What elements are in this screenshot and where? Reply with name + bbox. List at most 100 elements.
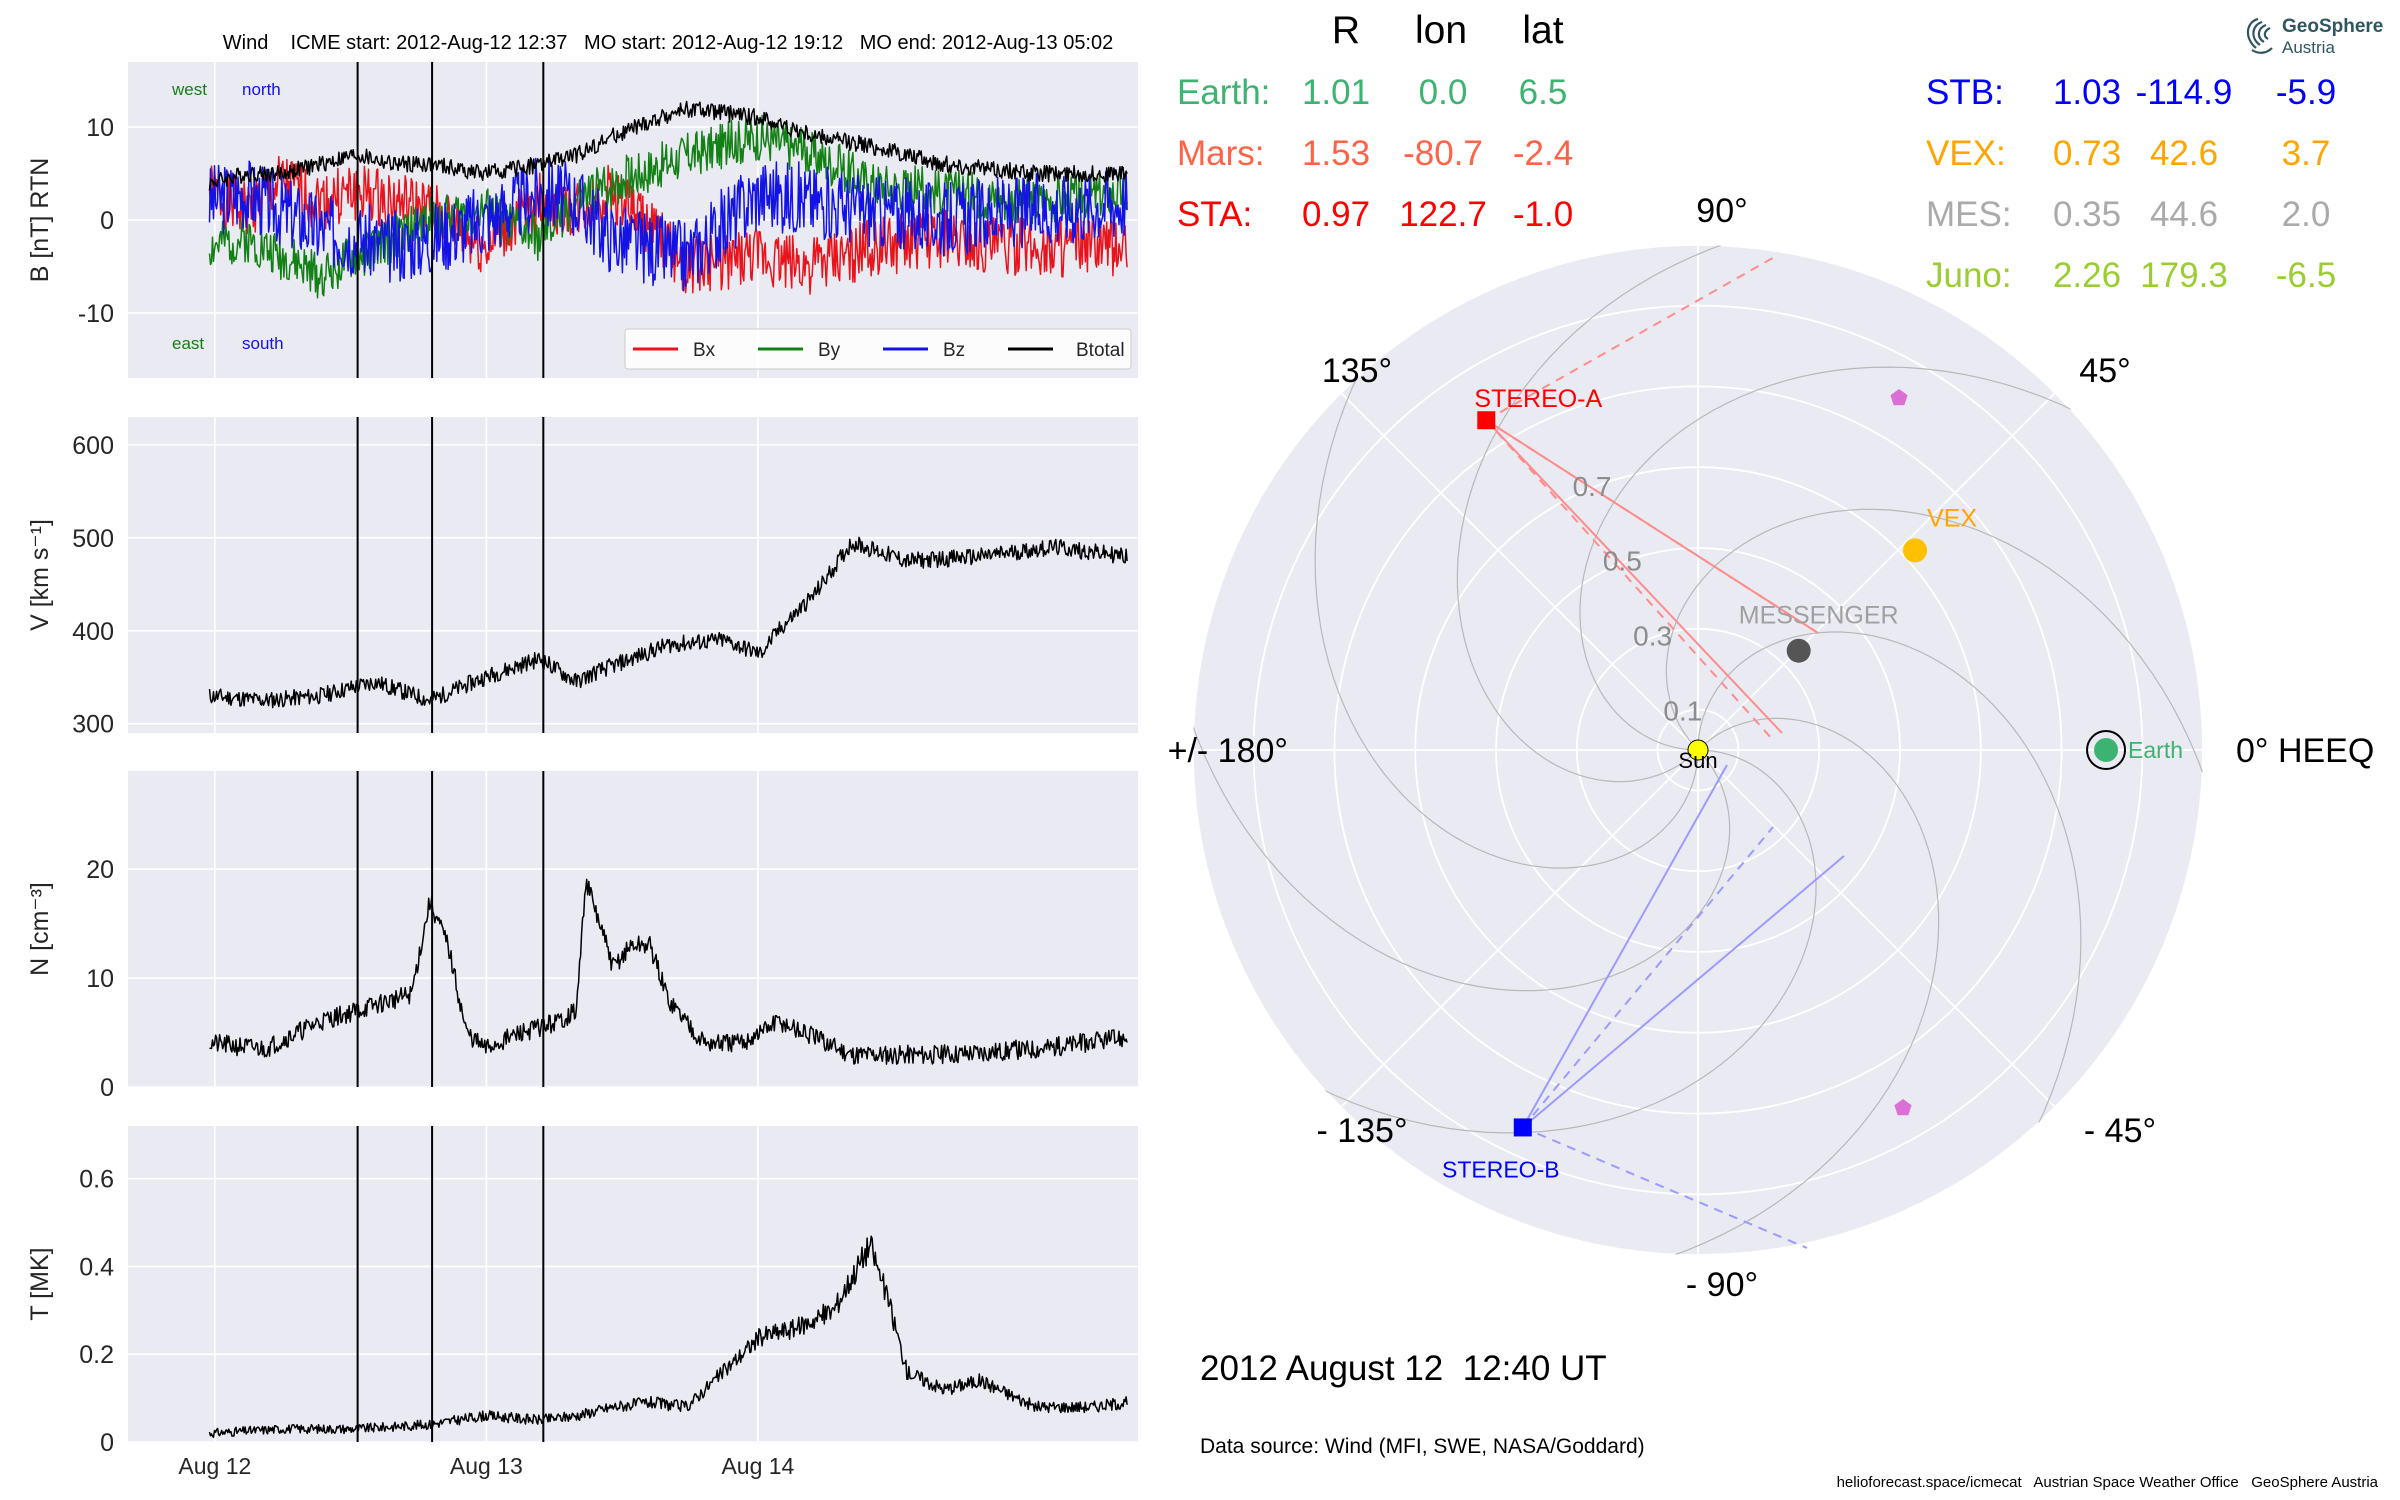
object-marker-sun	[1687, 739, 1709, 761]
table-cell-lon: -114.9	[2136, 73, 2233, 112]
footer-credits: helioforecast.space/icmecat Austrian Spa…	[1837, 1474, 2379, 1491]
timeseries-panels: 10 0 -10 B [nT] RTN west north east south Bx By Bz…	[26, 62, 1138, 1479]
table-cell-lat: 2.0	[2282, 195, 2331, 234]
table-cell-R: 2.26	[2053, 256, 2121, 295]
series-line-temperature	[208, 1235, 1128, 1438]
table-row-name: Juno:	[1926, 256, 2012, 295]
object-label-stereo-b: STEREO-B	[1442, 1156, 1560, 1182]
table-cell-lat: 3.7	[2282, 134, 2331, 173]
parker-spiral-line	[1314, 349, 1699, 869]
radial-tick-label: 0.5	[1603, 546, 1642, 577]
table-row-name: MES:	[1926, 195, 2012, 234]
y-tick-label: 400	[72, 618, 114, 646]
panel-background	[128, 1126, 1138, 1442]
object-label-messenger: MESSENGER	[1739, 602, 1899, 630]
stereo-b-fov-line	[1522, 855, 1845, 1129]
angular-tick-label: 90°	[1696, 192, 1747, 230]
angular-gridline	[1340, 749, 1699, 1108]
angular-tick-label: - 135°	[1316, 1112, 1407, 1150]
stereo-b-fov-line	[1521, 764, 1728, 1128]
series-line-speed	[208, 536, 1128, 709]
y-axis-label: T [MK]	[26, 1247, 54, 1320]
table-row-name: STA:	[1177, 195, 1252, 234]
y-tick-label: 10	[86, 965, 114, 993]
parker-spiral-line	[1579, 366, 2099, 751]
table-header: lat	[1522, 9, 1563, 52]
polar-plot: 0.1 0.3 0.5 0.7 90° 45° 0° HEEQ - 45° - 90° - 135…	[1168, 192, 2375, 1304]
table-cell-lon: 42.6	[2150, 134, 2218, 173]
y-axis-label: V [km s⁻¹]	[26, 519, 54, 631]
table-cell-lat: -6.5	[2276, 256, 2336, 295]
table-cell-R: 1.53	[1302, 134, 1370, 173]
angular-tick-label: - 90°	[1686, 1266, 1758, 1304]
x-tick-label: Aug 13	[450, 1453, 523, 1479]
table-row-name: VEX:	[1926, 134, 2006, 173]
angular-tick-label: 45°	[2079, 352, 2130, 390]
y-tick-label: 10	[86, 114, 114, 142]
logo-name: GeoSphere	[2282, 16, 2384, 37]
table-row-name: Mars:	[1177, 134, 1265, 173]
table-row-name: STB:	[1926, 73, 2004, 112]
geosphere-logo-icon	[2246, 17, 2273, 54]
table-cell-lon: 179.3	[2140, 256, 2228, 295]
y-tick-label: -10	[78, 300, 114, 328]
earth-ring	[2086, 730, 2127, 770]
stereo-a-fov-line	[1485, 419, 1774, 741]
stereo-a-fov-line	[1485, 254, 1779, 422]
y-tick-label: 20	[86, 856, 114, 884]
angular-tick-label: 0° HEEQ	[2236, 732, 2374, 770]
table-cell-R: 1.03	[2053, 73, 2121, 112]
object-marker-stereo-b	[1513, 1118, 1532, 1137]
object-marker-earth	[2094, 738, 2119, 762]
series-line-bz	[208, 157, 1128, 292]
legend-label-btotal: Btotal	[1076, 340, 1125, 361]
panel-magnetic-field: 10 0 -10 B [nT] RTN west north east south Bx By Bz…	[26, 62, 1138, 378]
x-tick-label: Aug 14	[721, 1453, 794, 1479]
table-cell-lat: -5.9	[2276, 73, 2336, 112]
table-cell-lon: -80.7	[1403, 134, 1483, 173]
panel-density: 20 10 0 N [cm⁻³]	[26, 771, 1138, 1102]
planet-marker	[1890, 389, 1908, 406]
table-row-name: Earth:	[1177, 73, 1270, 112]
object-marker-vex	[1903, 538, 1928, 563]
radial-tick-label: 0.1	[1663, 696, 1702, 727]
logo-subtitle: Austria	[2282, 38, 2335, 57]
geosphere-logo: GeoSphere Austria	[2238, 14, 2388, 64]
panel-background	[128, 417, 1138, 733]
panel-background	[128, 771, 1138, 1087]
object-label-sun: Sun	[1678, 748, 1717, 773]
stereo-a-fov-line	[1485, 419, 1783, 734]
parker-spiral-line	[1645, 717, 1940, 1255]
table-cell-lon: 0.0	[1419, 73, 1468, 112]
legend: Bx By Bz Btotal	[624, 328, 1132, 370]
table-header: R	[1332, 9, 1360, 52]
parker-spiral-line	[1665, 508, 2203, 803]
parker-spiral-line	[1456, 245, 1751, 783]
table-cell-lat: 6.5	[1519, 73, 1568, 112]
data-source: Data source: Wind (MFI, SWE, NASA/Goddar…	[1200, 1435, 1645, 1458]
table-cell-R: 0.73	[2053, 134, 2121, 173]
panel-temperature: 0.6 0.4 0.2 0 T [MK] Aug 12 Aug 13 Aug 14	[26, 1126, 1138, 1479]
object-marker-stereo-a	[1477, 411, 1496, 430]
y-tick-label: 0	[100, 1074, 114, 1102]
table-cell-lon: 44.6	[2150, 195, 2218, 234]
angular-gridline	[1697, 749, 2056, 1108]
y-tick-label: 0	[100, 207, 114, 235]
series-line-bx	[208, 155, 1128, 295]
corner-label-south: south	[242, 334, 284, 353]
plot-title: Wind ICME start: 2012-Aug-12 12:37 MO st…	[223, 32, 1114, 54]
series-line-btotal	[208, 100, 1128, 191]
radial-tick-label: 0.3	[1633, 621, 1672, 652]
table-cell-lat: -2.4	[1513, 134, 1573, 173]
y-tick-label: 500	[72, 525, 114, 553]
y-tick-label: 300	[72, 711, 114, 739]
object-label-stereo-a: STEREO-A	[1474, 385, 1602, 413]
legend-label-by: By	[818, 340, 841, 361]
y-tick-label: 0.2	[79, 1341, 114, 1369]
panel-speed: 600 500 400 300 V [km s⁻¹]	[26, 417, 1138, 739]
corner-label-east: east	[172, 334, 204, 353]
fov-lines	[1485, 254, 1845, 1249]
legend-label-bz: Bz	[943, 340, 965, 361]
